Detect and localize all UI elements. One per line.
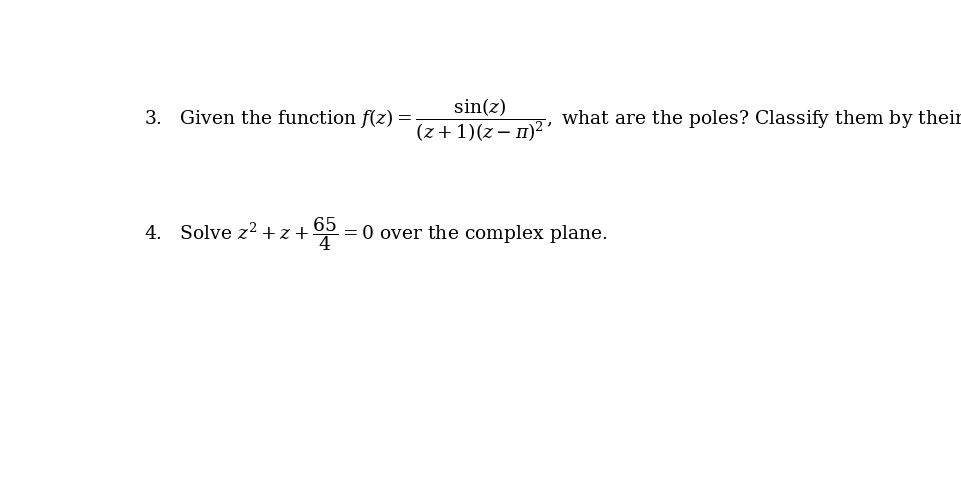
Text: 3.   Given the function $f(z) = \dfrac{\sin(z)}{(z+1)(z-\pi)^2},$ what are the p: 3. Given the function $f(z) = \dfrac{\si… <box>144 96 961 144</box>
Text: 4.   Solve $z^2 + z + \dfrac{65}{4} = 0$ over the complex plane.: 4. Solve $z^2 + z + \dfrac{65}{4} = 0$ o… <box>144 216 607 253</box>
